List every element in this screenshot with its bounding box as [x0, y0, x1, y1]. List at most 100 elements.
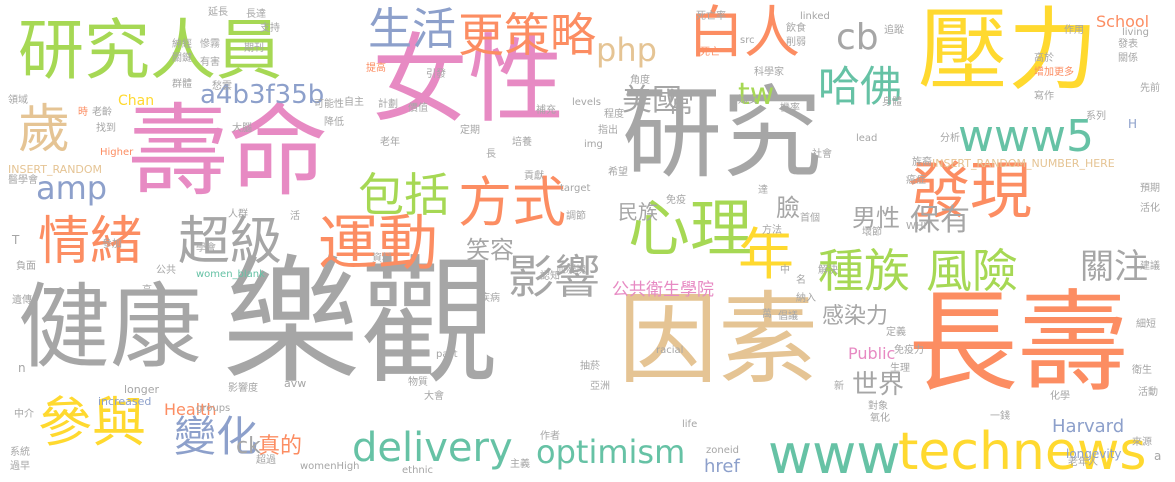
word: 發表	[1118, 39, 1138, 50]
word: ck	[236, 434, 261, 459]
word: Health	[164, 400, 217, 419]
word: 關鍵	[172, 53, 192, 64]
word: tw	[738, 77, 775, 112]
word: 科學家	[754, 67, 784, 78]
word: 風險	[926, 244, 1018, 298]
word: 學會	[196, 243, 216, 254]
word: a4b3f35b	[200, 80, 325, 110]
word: 活	[290, 211, 300, 222]
word: 追蹤	[884, 25, 904, 36]
word: 遺傳	[12, 295, 32, 306]
word: 超過	[256, 455, 276, 466]
word: 長	[486, 149, 496, 160]
word: img	[584, 139, 603, 150]
word: 關注	[1080, 247, 1148, 287]
word: School	[1096, 12, 1150, 31]
word: 首個	[800, 213, 820, 224]
word: 方法	[762, 225, 782, 236]
word: 機率	[780, 103, 800, 114]
word: 延長	[208, 7, 228, 18]
word: 民族	[618, 200, 658, 224]
word: 世界	[852, 370, 905, 400]
word: 生活	[368, 4, 456, 55]
word: Harvard	[1052, 416, 1125, 437]
word: 疾病	[480, 293, 500, 304]
word: 定期	[460, 125, 480, 136]
word: 生理	[890, 363, 910, 374]
word: 影響	[508, 250, 600, 304]
word: 長壽	[908, 279, 1128, 407]
word: 化學	[1050, 391, 1070, 402]
word: 系統	[10, 447, 30, 458]
word: INSERT_RANDOM	[8, 163, 103, 176]
word: 老年人	[1068, 457, 1098, 468]
word: 壓力	[918, 0, 1098, 103]
word: 對象	[868, 401, 888, 412]
word: 寫作	[1034, 91, 1054, 102]
word: 衛生	[1132, 365, 1152, 376]
word: 歲	[18, 100, 71, 160]
word: 達	[758, 185, 768, 196]
word: 包括	[358, 168, 450, 222]
word: optimism	[536, 433, 686, 471]
word: 超級	[178, 212, 283, 272]
word: INSERT_RANDOM_NUMBER_HERE	[932, 157, 1115, 170]
word: 作者	[540, 431, 560, 442]
word: 臉	[776, 194, 800, 222]
word: 笑容	[466, 236, 514, 264]
word: 愁雲	[212, 81, 232, 92]
word: src	[740, 35, 755, 46]
word: ethnic	[402, 465, 434, 476]
word: target	[560, 183, 591, 194]
word: 培養	[512, 137, 532, 148]
word: 過早	[10, 461, 30, 472]
word: 認知	[540, 271, 560, 282]
word: 納入	[796, 293, 816, 304]
word: 解決	[818, 265, 838, 276]
word: 領域	[8, 95, 28, 106]
word: 計劃	[378, 99, 398, 110]
word: 血凝塊	[556, 265, 586, 276]
word: 自主	[344, 97, 364, 108]
word: life	[682, 419, 698, 430]
word: 感染力	[822, 304, 889, 329]
word: 種族	[818, 244, 910, 298]
word: 資料	[372, 253, 392, 264]
word: 樂觀	[222, 242, 499, 403]
word: 系列	[1086, 111, 1106, 122]
word: 因素	[618, 281, 818, 398]
word: 引發	[426, 69, 446, 80]
word: 時	[78, 107, 88, 118]
word: 定義	[886, 327, 906, 338]
word: living	[1122, 27, 1149, 38]
word: avw	[284, 377, 307, 390]
word: 調節	[566, 211, 586, 222]
word: 壞節	[862, 227, 882, 238]
word: 中介	[14, 409, 34, 420]
word: Higher	[100, 147, 134, 158]
word: groups	[196, 403, 231, 414]
word: 程度	[604, 109, 624, 120]
word: H	[1128, 117, 1138, 131]
word: 美國	[622, 83, 682, 118]
word: T	[12, 233, 20, 247]
word: past	[436, 349, 458, 360]
word: www5	[958, 111, 1094, 162]
word: www	[768, 423, 901, 482]
word: 預期	[1140, 183, 1160, 194]
word: 建議	[1140, 261, 1160, 272]
word: 研究	[622, 75, 822, 192]
word: 運動	[318, 209, 438, 279]
word: 期刊	[244, 43, 264, 54]
word: 來源	[1132, 437, 1152, 448]
word: 女性	[372, 24, 564, 136]
word: 保有	[910, 203, 970, 238]
word: 主義	[510, 459, 530, 470]
word: 參加	[102, 239, 122, 250]
word: 高	[142, 285, 152, 296]
word: longer	[124, 383, 160, 396]
word: levels	[572, 97, 601, 108]
word: cb	[836, 17, 879, 58]
word: linked	[800, 11, 830, 22]
word: 死亡率	[696, 11, 726, 22]
